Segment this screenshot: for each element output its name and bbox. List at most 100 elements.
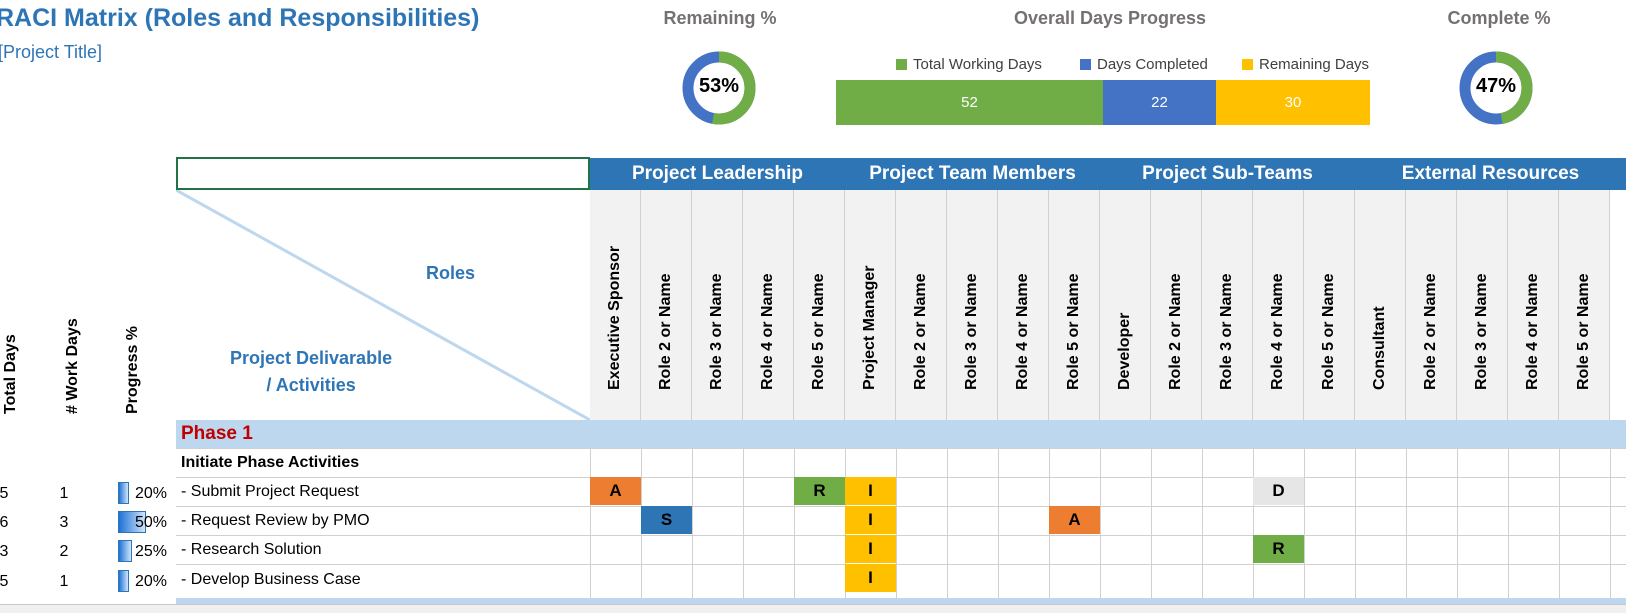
role-header-15[interactable]: Role 5 or Name — [1320, 273, 1337, 390]
sheet-tabs-scrollbar[interactable] — [0, 604, 1626, 613]
role-column-18: Role 3 or Name — [1457, 190, 1508, 420]
role-header-13[interactable]: Role 3 or Name — [1218, 273, 1235, 390]
role-header-8[interactable]: Role 3 or Name — [963, 273, 980, 390]
role-header-6[interactable]: Project Manager — [861, 265, 878, 390]
legend-completed-label: Days Completed — [1097, 56, 1208, 73]
role-column-19: Role 4 or Name — [1508, 190, 1559, 420]
raci-cell[interactable]: I — [845, 535, 896, 563]
row3-activity[interactable]: - Research Solution — [181, 541, 322, 558]
remaining-donut — [682, 51, 756, 125]
raci-cell[interactable]: D — [1253, 477, 1304, 505]
progress-title: Overall Days Progress — [1013, 8, 1207, 28]
group-external-resources: External Resources — [1401, 163, 1580, 184]
grid-vline — [896, 448, 897, 600]
role-column-6: Project Manager — [845, 190, 896, 420]
legend-swatch-gold — [1242, 59, 1253, 70]
role-column-10: Role 5 or Name — [1049, 190, 1100, 420]
raci-cell[interactable]: R — [1253, 535, 1304, 563]
grid-vline — [998, 448, 999, 600]
role-header-17[interactable]: Role 2 or Name — [1422, 273, 1439, 390]
role-header-16[interactable]: Consultant — [1371, 306, 1388, 390]
role-column-9: Role 4 or Name — [998, 190, 1049, 420]
remaining-value: 53% — [698, 75, 740, 97]
row2-total-days: 6 — [0, 514, 9, 531]
deliverable-label-line2: / Activities — [266, 375, 356, 395]
complete-value: 47% — [1475, 75, 1517, 97]
next-phase-strip — [176, 598, 1626, 604]
bar-rem-label: 30 — [1284, 94, 1302, 111]
role-column-16: Consultant — [1355, 190, 1406, 420]
legend-remaining-label: Remaining Days — [1259, 56, 1370, 73]
remaining-title: Remaining % — [663, 8, 777, 28]
raci-cell[interactable]: S — [641, 506, 692, 534]
role-header-7[interactable]: Role 2 or Name — [912, 273, 929, 390]
role-header-14[interactable]: Role 4 or Name — [1269, 273, 1286, 390]
header-work-days: # Work Days — [64, 318, 81, 414]
header-total-days: Total Days — [2, 334, 19, 414]
role-header-10[interactable]: Role 5 or Name — [1065, 273, 1082, 390]
grid-vline — [1253, 448, 1254, 600]
legend-total: Total Working Days — [896, 56, 1042, 73]
grid-line — [176, 564, 1626, 565]
role-header-20[interactable]: Role 5 or Name — [1575, 273, 1592, 390]
role-header-5[interactable]: Role 5 or Name — [810, 273, 827, 390]
legend-total-label: Total Working Days — [913, 56, 1042, 73]
role-column-8: Role 3 or Name — [947, 190, 998, 420]
selected-cell-input[interactable] — [176, 157, 590, 190]
row1-total-days: 5 — [0, 485, 9, 502]
header-progress: Progress % — [124, 325, 141, 414]
row4-activity[interactable]: - Develop Business Case — [181, 571, 361, 588]
grid-vline — [794, 448, 795, 600]
role-header-12[interactable]: Role 2 or Name — [1167, 273, 1184, 390]
role-header-2[interactable]: Role 2 or Name — [657, 273, 674, 390]
grid-vline — [1406, 448, 1407, 600]
legend-swatch-green — [896, 59, 907, 70]
role-column-15: Role 5 or Name — [1304, 190, 1355, 420]
raci-cell[interactable]: A — [1049, 506, 1100, 534]
row1-progress-track — [118, 482, 174, 504]
role-header-11[interactable]: Developer — [1116, 312, 1133, 390]
page-title: RACI Matrix (Roles and Responsibilities) — [0, 4, 480, 32]
raci-cell[interactable]: A — [590, 477, 641, 505]
grid-vline — [743, 448, 744, 600]
row3-progress-track — [118, 540, 174, 562]
grid-vline — [1202, 448, 1203, 600]
deliverable-label-line1: Project Delivarable — [230, 348, 393, 368]
roles-label: Roles — [426, 263, 476, 283]
role-column-12: Role 2 or Name — [1151, 190, 1202, 420]
raci-cell[interactable]: I — [845, 564, 896, 592]
row1-progress-label: 20% — [135, 485, 168, 502]
bar-total-working-days: 52 — [836, 80, 1103, 125]
role-column-3: Role 3 or Name — [692, 190, 743, 420]
raci-cell[interactable]: I — [845, 477, 896, 505]
legend-remaining: Remaining Days — [1242, 56, 1369, 73]
grid-vline — [1355, 448, 1356, 600]
role-column-1: Executive Sponsor — [590, 190, 641, 420]
row1-work-days: 1 — [59, 485, 69, 502]
row2-activity[interactable]: - Request Review by PMO — [181, 512, 370, 529]
role-header-19[interactable]: Role 4 or Name — [1524, 273, 1541, 390]
group-project-sub-teams: Project Sub-Teams — [1142, 163, 1313, 184]
role-column-14: Role 4 or Name — [1253, 190, 1304, 420]
role-header-1[interactable]: Executive Sponsor — [606, 245, 623, 390]
role-header-4[interactable]: Role 4 or Name — [759, 273, 776, 390]
complete-donut — [1459, 51, 1533, 125]
complete-title: Complete % — [1447, 8, 1551, 28]
role-header-3[interactable]: Role 3 or Name — [708, 273, 725, 390]
project-title[interactable]: [Project Title] — [0, 42, 103, 62]
grid-vline — [590, 448, 591, 600]
row1-activity[interactable]: - Submit Project Request — [181, 483, 359, 500]
deliverable-label: Project Delivarable / Activities — [230, 345, 392, 399]
row3-progress-label: 25% — [135, 543, 168, 560]
role-column-4: Role 4 or Name — [743, 190, 794, 420]
raci-cell[interactable]: R — [794, 477, 845, 505]
role-header-9[interactable]: Role 4 or Name — [1014, 273, 1031, 390]
role-column-7: Role 2 or Name — [896, 190, 947, 420]
row2-progress-bar — [118, 511, 146, 533]
role-header-18[interactable]: Role 3 or Name — [1473, 273, 1490, 390]
row4-total-days: 5 — [0, 573, 9, 590]
raci-cell[interactable]: I — [845, 506, 896, 534]
phase-label: Phase 1 — [181, 423, 253, 444]
bar-remaining-days: 30 — [1216, 80, 1370, 125]
role-column-20: Role 5 or Name — [1559, 190, 1610, 420]
